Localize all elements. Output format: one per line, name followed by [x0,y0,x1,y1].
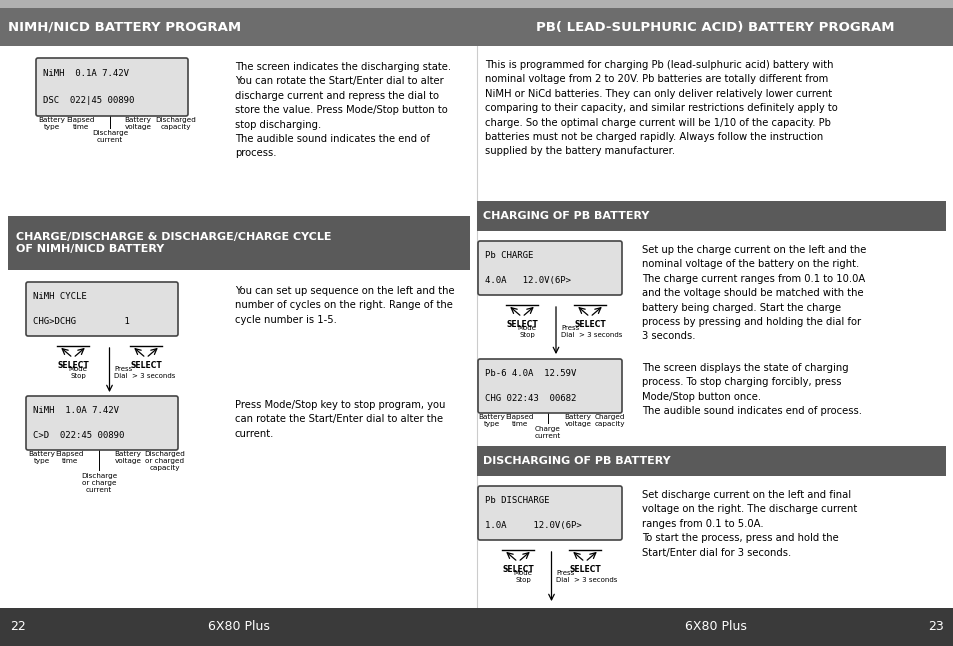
Text: SELECT: SELECT [506,320,537,329]
Text: 6X80 Plus: 6X80 Plus [684,621,745,634]
Text: Pb-6 4.0A  12.59V: Pb-6 4.0A 12.59V [484,369,576,378]
Text: SELECT: SELECT [130,361,162,370]
Text: Battery
voltage: Battery voltage [114,451,141,464]
Text: Discharge
or charge
current: Discharge or charge current [81,473,117,493]
Text: Discharged
or charged
capacity: Discharged or charged capacity [145,451,185,471]
Text: SELECT: SELECT [501,565,534,574]
Bar [0,8,953,46]
FancyBboxPatch shape [477,486,621,540]
Text: DISCHARGING OF PB BATTERY: DISCHARGING OF PB BATTERY [482,456,670,466]
Text: Battery
type: Battery type [38,117,66,130]
Text: DSC  022|45 00890: DSC 022|45 00890 [43,96,134,105]
Text: Press Mode/Stop key to stop program, you
can rotate the Start/Enter dial to alte: Press Mode/Stop key to stop program, you… [234,400,445,439]
Text: The screen displays the state of charging
process. To stop charging forcibly, pr: The screen displays the state of chargin… [641,363,862,416]
Text: Discharge
current: Discharge current [91,130,128,143]
FancyBboxPatch shape [36,58,188,116]
Text: C>D  022:45 00890: C>D 022:45 00890 [33,431,124,440]
Text: Discharged
capacity: Discharged capacity [155,117,196,130]
Text: CHARGING OF PB BATTERY: CHARGING OF PB BATTERY [482,211,649,221]
Text: CHARGE/DISCHARGE & DISCHARGE/CHARGE CYCLE
OF NIMH/NICD BATTERY: CHARGE/DISCHARGE & DISCHARGE/CHARGE CYCL… [16,232,331,255]
Text: Press
Dial  > 3 seconds: Press Dial > 3 seconds [114,366,175,379]
Text: Battery
type: Battery type [478,414,505,427]
Text: Mode
Stop: Mode Stop [517,325,536,338]
FancyBboxPatch shape [26,282,178,336]
Text: SELECT: SELECT [57,361,89,370]
Text: Mode
Stop: Mode Stop [513,570,532,583]
Bar [0,0,953,8]
FancyBboxPatch shape [26,396,178,450]
Text: Pb DISCHARGE: Pb DISCHARGE [484,496,549,505]
Text: 23: 23 [927,621,943,634]
Text: Battery
voltage: Battery voltage [564,414,591,427]
Text: Set up the charge current on the left and the
nominal voltage of the battery on : Set up the charge current on the left an… [641,245,865,341]
Text: The screen indicates the discharging state.
You can rotate the Start/Enter dial : The screen indicates the discharging sta… [234,62,451,158]
Text: NiMH  1.0A 7.42V: NiMH 1.0A 7.42V [33,406,119,415]
FancyBboxPatch shape [477,241,621,295]
Text: Elapsed
time: Elapsed time [55,451,84,464]
Bar [476,201,945,231]
Bar [0,608,953,646]
Text: PB( LEAD-SULPHURIC ACID) BATTERY PROGRAM: PB( LEAD-SULPHURIC ACID) BATTERY PROGRAM [536,21,894,34]
Text: Elapsed
time: Elapsed time [505,414,534,427]
Text: Press
Dial  > 3 seconds: Press Dial > 3 seconds [560,325,621,338]
Text: NiMH CYCLE: NiMH CYCLE [33,292,87,301]
Text: Mode
Stop: Mode Stop [69,366,88,379]
Text: CHG>DCHG         1: CHG>DCHG 1 [33,317,130,326]
Text: Set discharge current on the left and final
voltage on the right. The discharge : Set discharge current on the left and fi… [641,490,857,557]
FancyBboxPatch shape [477,359,621,413]
Text: Press
Dial  > 3 seconds: Press Dial > 3 seconds [556,570,618,583]
Text: Elapsed
time: Elapsed time [67,117,95,130]
Bar [476,446,945,476]
Bar [8,216,470,270]
Text: 1.0A     12.0V(6P>: 1.0A 12.0V(6P> [484,521,581,530]
Text: Charge
current: Charge current [535,426,560,439]
Text: SELECT: SELECT [574,320,605,329]
Text: Battery
voltage: Battery voltage [125,117,152,130]
Text: 4.0A   12.0V(6P>: 4.0A 12.0V(6P> [484,276,571,285]
Text: Pb CHARGE: Pb CHARGE [484,251,533,260]
Text: You can set up sequence on the left and the
number of cycles on the right. Range: You can set up sequence on the left and … [234,286,455,325]
Text: NIMH/NICD BATTERY PROGRAM: NIMH/NICD BATTERY PROGRAM [8,21,241,34]
Text: Charged
capacity: Charged capacity [594,414,624,427]
Text: This is programmed for charging Pb (lead-sulphuric acid) battery with
nominal vo: This is programmed for charging Pb (lead… [484,60,837,156]
Text: 22: 22 [10,621,26,634]
Text: 6X80 Plus: 6X80 Plus [208,621,269,634]
Text: Battery
type: Battery type [29,451,55,464]
Text: SELECT: SELECT [569,565,600,574]
Text: CHG 022:43  00682: CHG 022:43 00682 [484,394,576,403]
Text: NiMH  0.1A 7.42V: NiMH 0.1A 7.42V [43,69,129,78]
